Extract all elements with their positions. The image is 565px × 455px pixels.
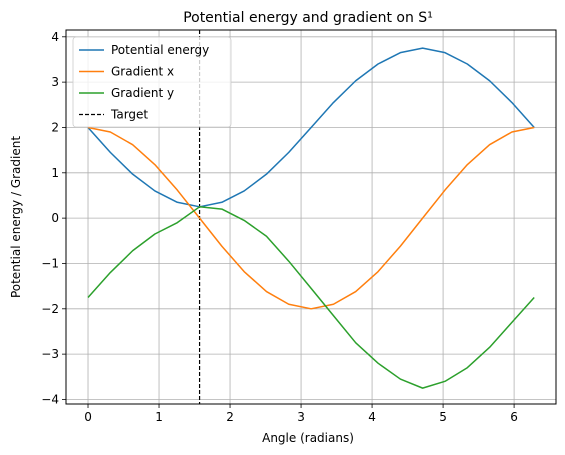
legend-label: Target	[110, 108, 148, 122]
legend-label: Gradient x	[111, 65, 174, 79]
y-axis-ticks: −4 −3 −2 −1 0 1 2 3 4	[41, 30, 66, 407]
x-axis-label: Angle (radians)	[262, 431, 354, 445]
y-tick-label: 0	[51, 211, 59, 225]
x-axis-ticks: 0 1 2 3 4 5 6	[84, 404, 518, 424]
legend: Potential energy Gradient x Gradient y Targ…	[73, 37, 231, 127]
y-tick-label: 4	[51, 30, 59, 44]
x-tick-label: 1	[155, 410, 163, 424]
x-tick-label: 4	[368, 410, 376, 424]
x-tick-label: 5	[439, 410, 447, 424]
y-tick-label: 1	[51, 166, 59, 180]
y-tick-label: −3	[41, 347, 59, 361]
legend-label: Gradient y	[111, 86, 174, 100]
y-tick-label: −1	[41, 256, 59, 270]
x-tick-label: 0	[84, 410, 92, 424]
x-tick-label: 3	[297, 410, 305, 424]
y-tick-label: −2	[41, 302, 59, 316]
legend-label: Potential energy	[111, 43, 209, 57]
chart-title: Potential energy and gradient on S¹	[183, 10, 433, 26]
y-tick-label: −4	[41, 392, 59, 406]
x-tick-label: 6	[510, 410, 518, 424]
series-line-2	[88, 207, 534, 388]
y-axis-label: Potential energy / Gradient	[9, 136, 23, 298]
y-tick-label: 2	[51, 120, 59, 134]
x-tick-label: 2	[226, 410, 234, 424]
y-tick-label: 3	[51, 75, 59, 89]
